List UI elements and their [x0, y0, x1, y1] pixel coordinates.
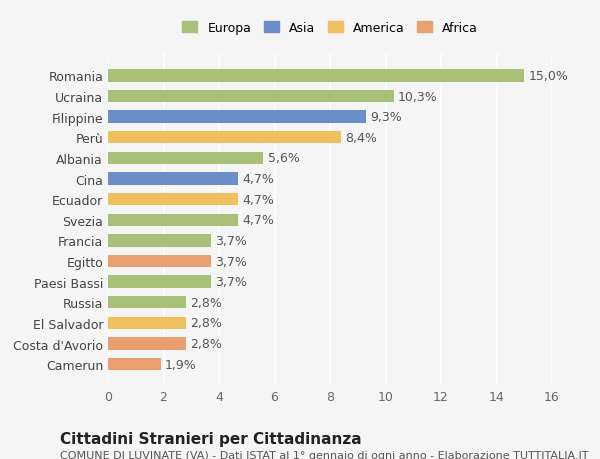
- Bar: [108, 358, 161, 370]
- Legend: Europa, Asia, America, Africa: Europa, Asia, America, Africa: [179, 18, 481, 39]
- Text: 3,7%: 3,7%: [215, 255, 247, 268]
- Text: 10,3%: 10,3%: [398, 90, 438, 103]
- Bar: [108, 338, 186, 350]
- Bar: [108, 132, 341, 144]
- Bar: [108, 173, 238, 185]
- Bar: [108, 276, 211, 288]
- Text: 2,8%: 2,8%: [190, 296, 222, 309]
- Bar: [108, 194, 238, 206]
- Bar: [108, 111, 366, 123]
- Text: 1,9%: 1,9%: [165, 358, 197, 371]
- Bar: [108, 297, 186, 309]
- Text: 15,0%: 15,0%: [529, 70, 568, 83]
- Text: 2,8%: 2,8%: [190, 317, 222, 330]
- Bar: [108, 91, 394, 103]
- Bar: [108, 317, 186, 330]
- Text: 3,7%: 3,7%: [215, 275, 247, 289]
- Bar: [108, 255, 211, 268]
- Text: 4,7%: 4,7%: [242, 214, 274, 227]
- Bar: [108, 235, 211, 247]
- Text: 3,7%: 3,7%: [215, 235, 247, 247]
- Bar: [108, 152, 263, 165]
- Bar: [108, 70, 524, 83]
- Text: 5,6%: 5,6%: [268, 152, 299, 165]
- Text: 8,4%: 8,4%: [345, 132, 377, 145]
- Text: 4,7%: 4,7%: [242, 173, 274, 185]
- Text: Cittadini Stranieri per Cittadinanza: Cittadini Stranieri per Cittadinanza: [60, 431, 362, 447]
- Text: 9,3%: 9,3%: [370, 111, 402, 124]
- Bar: [108, 214, 238, 226]
- Text: 4,7%: 4,7%: [242, 193, 274, 206]
- Text: COMUNE DI LUVINATE (VA) - Dati ISTAT al 1° gennaio di ogni anno - Elaborazione T: COMUNE DI LUVINATE (VA) - Dati ISTAT al …: [60, 450, 589, 459]
- Text: 2,8%: 2,8%: [190, 337, 222, 350]
